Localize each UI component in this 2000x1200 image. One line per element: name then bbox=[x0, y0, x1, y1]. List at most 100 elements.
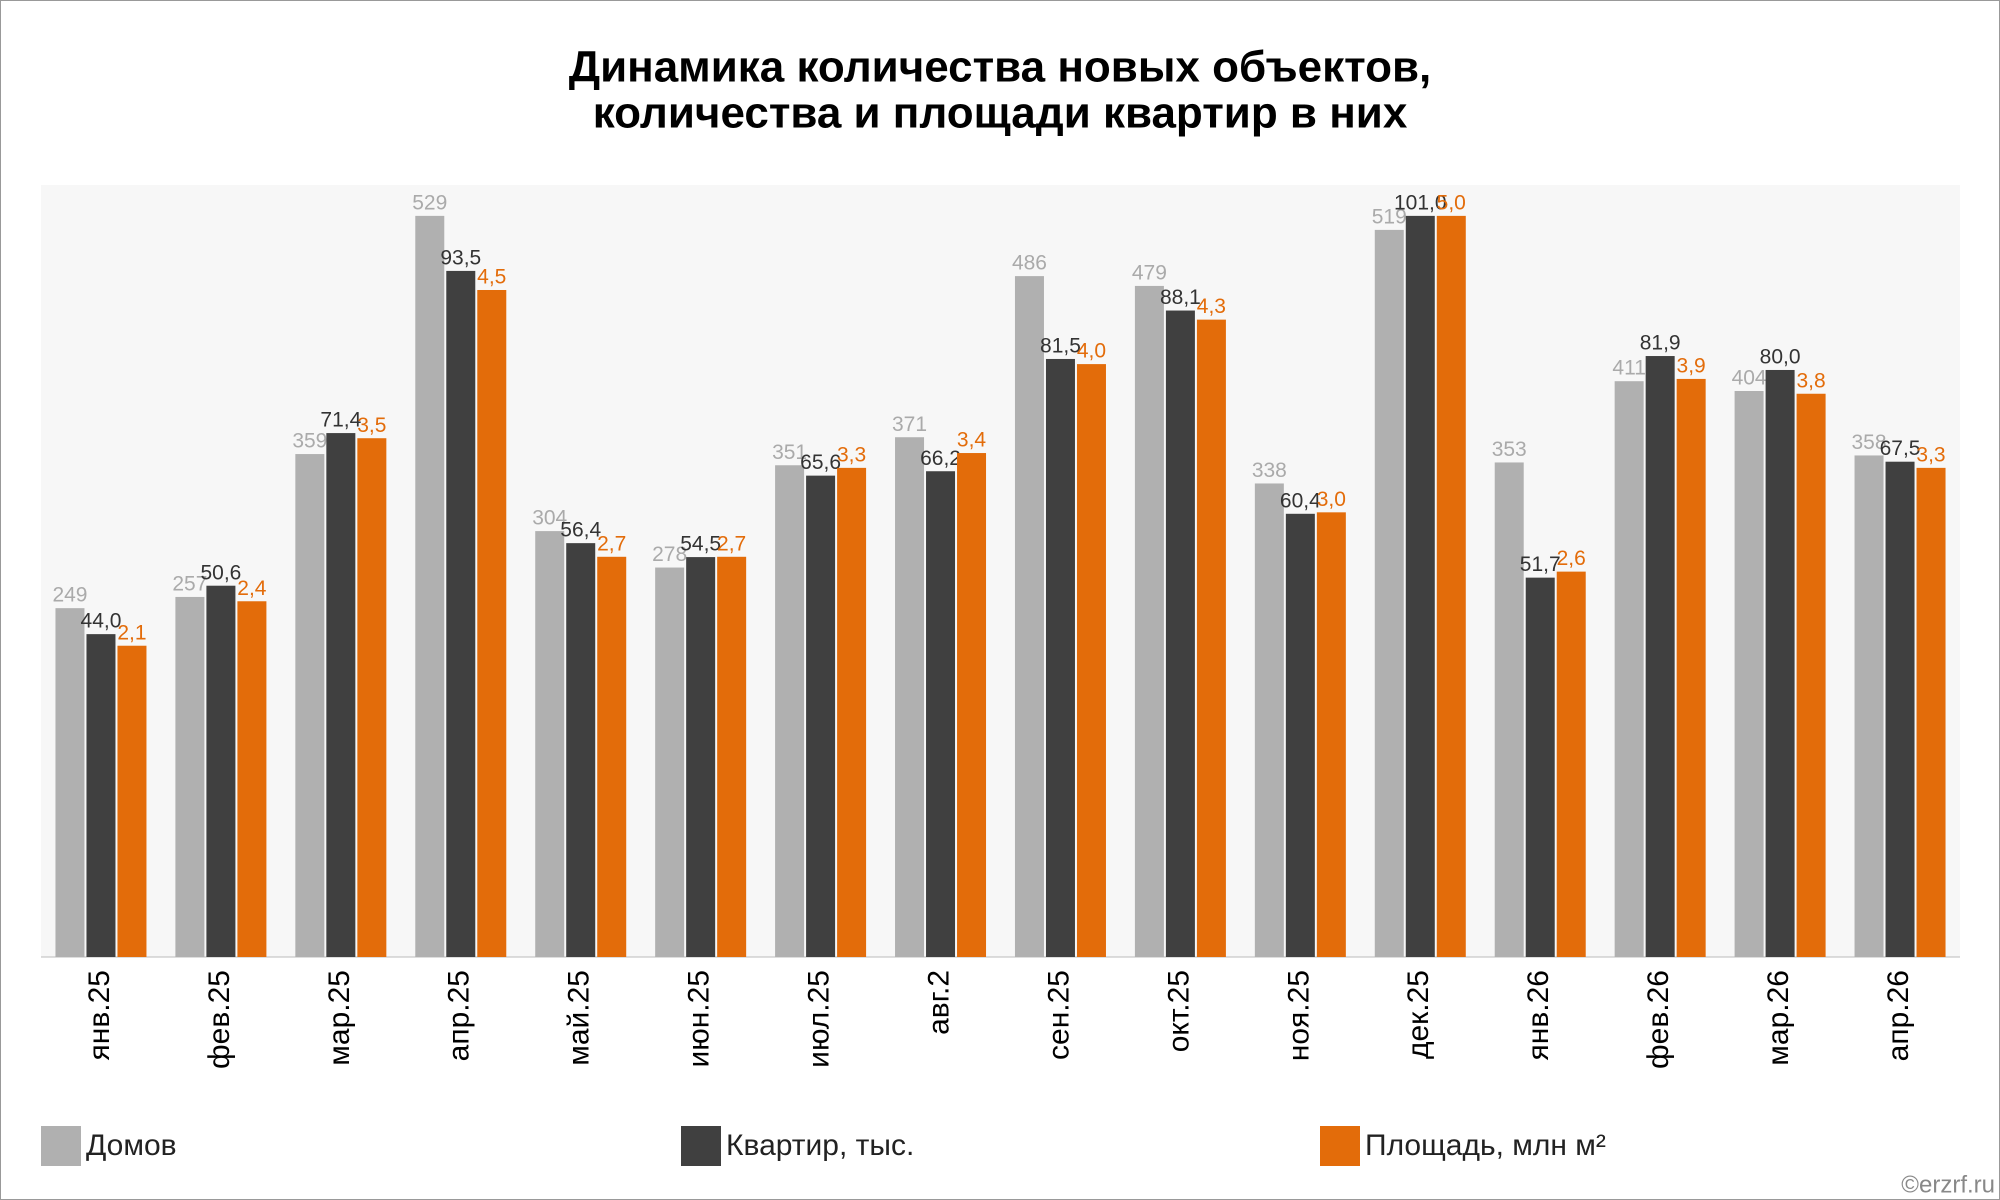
legend-label: Квартир, тыс. bbox=[726, 1129, 914, 1162]
value-label: 2,7 bbox=[597, 532, 626, 555]
value-label: 3,8 bbox=[1796, 369, 1825, 392]
chart-title: Динамика количества новых объектов, bbox=[569, 43, 1432, 92]
x-tick-label: янв.25 bbox=[83, 970, 116, 1060]
value-label: 358 bbox=[1852, 431, 1887, 454]
x-tick-label: окт.25 bbox=[1162, 970, 1195, 1052]
value-label: 2,1 bbox=[117, 621, 146, 644]
legend-swatch bbox=[41, 1126, 81, 1166]
bar bbox=[1405, 215, 1435, 957]
value-label: 529 bbox=[412, 191, 447, 214]
value-label: 278 bbox=[652, 543, 687, 566]
bar bbox=[837, 467, 867, 957]
value-label: 519 bbox=[1372, 205, 1407, 228]
legend-swatch bbox=[681, 1126, 721, 1166]
value-label: 67,5 bbox=[1880, 437, 1921, 460]
bar bbox=[895, 437, 925, 957]
bar bbox=[1796, 393, 1826, 958]
bar bbox=[237, 601, 267, 957]
value-label: 404 bbox=[1732, 367, 1767, 390]
bar bbox=[1765, 369, 1795, 957]
value-label: 338 bbox=[1252, 459, 1287, 482]
value-label: 411 bbox=[1612, 357, 1645, 380]
value-label: 2,6 bbox=[1557, 547, 1586, 570]
value-label: 2,7 bbox=[717, 532, 746, 555]
bar bbox=[415, 215, 445, 957]
x-tick-label: апр.25 bbox=[443, 970, 476, 1061]
x-tick-label: апр.26 bbox=[1882, 970, 1915, 1061]
value-label: 4,5 bbox=[477, 266, 506, 289]
bar bbox=[1134, 285, 1164, 957]
bar bbox=[1316, 512, 1346, 957]
bar bbox=[446, 270, 476, 957]
bar bbox=[1374, 229, 1404, 957]
value-label: 80,0 bbox=[1760, 346, 1801, 369]
bar bbox=[1285, 513, 1315, 957]
value-label: 3,3 bbox=[1916, 443, 1945, 466]
value-label: 479 bbox=[1132, 261, 1167, 284]
bar bbox=[717, 556, 747, 957]
bar bbox=[1494, 462, 1524, 957]
x-tick-label: мар.26 bbox=[1762, 970, 1795, 1066]
bar bbox=[1165, 310, 1195, 957]
value-label: 44,0 bbox=[81, 610, 122, 633]
value-label: 304 bbox=[532, 507, 567, 530]
x-tick-label: фев.26 bbox=[1642, 970, 1675, 1069]
bar bbox=[806, 475, 836, 957]
value-label: 101,0 bbox=[1394, 191, 1447, 214]
bar bbox=[655, 567, 685, 957]
value-label: 71,4 bbox=[320, 409, 361, 432]
bar bbox=[1196, 319, 1226, 957]
value-label: 351 bbox=[772, 441, 807, 464]
bar bbox=[1614, 381, 1644, 957]
legend-label: Домов bbox=[86, 1129, 177, 1162]
bar bbox=[535, 531, 565, 957]
bar bbox=[86, 634, 116, 957]
x-tick-label: янв.26 bbox=[1522, 970, 1555, 1060]
bar bbox=[1885, 461, 1915, 957]
value-label: 3,9 bbox=[1677, 354, 1706, 377]
value-label: 359 bbox=[292, 430, 327, 453]
bar bbox=[175, 596, 205, 957]
bar bbox=[566, 543, 596, 957]
value-label: 249 bbox=[52, 584, 87, 607]
bar bbox=[775, 465, 805, 957]
legend-label: Площадь, млн м² bbox=[1365, 1129, 1606, 1162]
value-label: 50,6 bbox=[200, 561, 241, 584]
value-label: 60,4 bbox=[1280, 489, 1321, 512]
value-label: 257 bbox=[172, 572, 207, 595]
value-label: 51,7 bbox=[1520, 553, 1561, 576]
value-label: 65,6 bbox=[800, 451, 841, 474]
source: ©erzrf.ru bbox=[1901, 1171, 1995, 1198]
value-label: 371 bbox=[892, 413, 927, 436]
bar bbox=[1676, 378, 1706, 957]
x-tick-label: дек.25 bbox=[1402, 970, 1435, 1059]
bar bbox=[55, 608, 85, 957]
value-label: 3,3 bbox=[837, 443, 866, 466]
bar bbox=[477, 289, 507, 957]
value-label: 81,9 bbox=[1640, 332, 1681, 355]
value-label: 54,5 bbox=[680, 533, 721, 556]
x-tick-label: ноя.25 bbox=[1282, 970, 1315, 1061]
bar bbox=[1254, 483, 1284, 957]
bar bbox=[117, 645, 147, 957]
value-label: 88,1 bbox=[1160, 286, 1201, 309]
bar bbox=[357, 438, 387, 957]
bar bbox=[1734, 391, 1764, 957]
bar bbox=[206, 585, 236, 957]
bar bbox=[1045, 358, 1075, 957]
value-label: 3,4 bbox=[957, 429, 987, 452]
legend-swatch bbox=[1320, 1126, 1360, 1166]
x-tick-label: июн.25 bbox=[683, 970, 716, 1068]
bar bbox=[957, 453, 987, 957]
bar bbox=[597, 556, 627, 957]
bar bbox=[686, 557, 716, 957]
value-label: 3,0 bbox=[1317, 488, 1346, 511]
bar bbox=[326, 433, 356, 957]
x-tick-label: май.25 bbox=[563, 970, 596, 1066]
x-tick-label: мар.25 bbox=[323, 970, 356, 1066]
x-tick-label: авг.2 bbox=[922, 970, 955, 1035]
value-label: 93,5 bbox=[440, 246, 481, 269]
bar bbox=[1916, 467, 1946, 957]
value-label: 4,3 bbox=[1197, 295, 1226, 318]
